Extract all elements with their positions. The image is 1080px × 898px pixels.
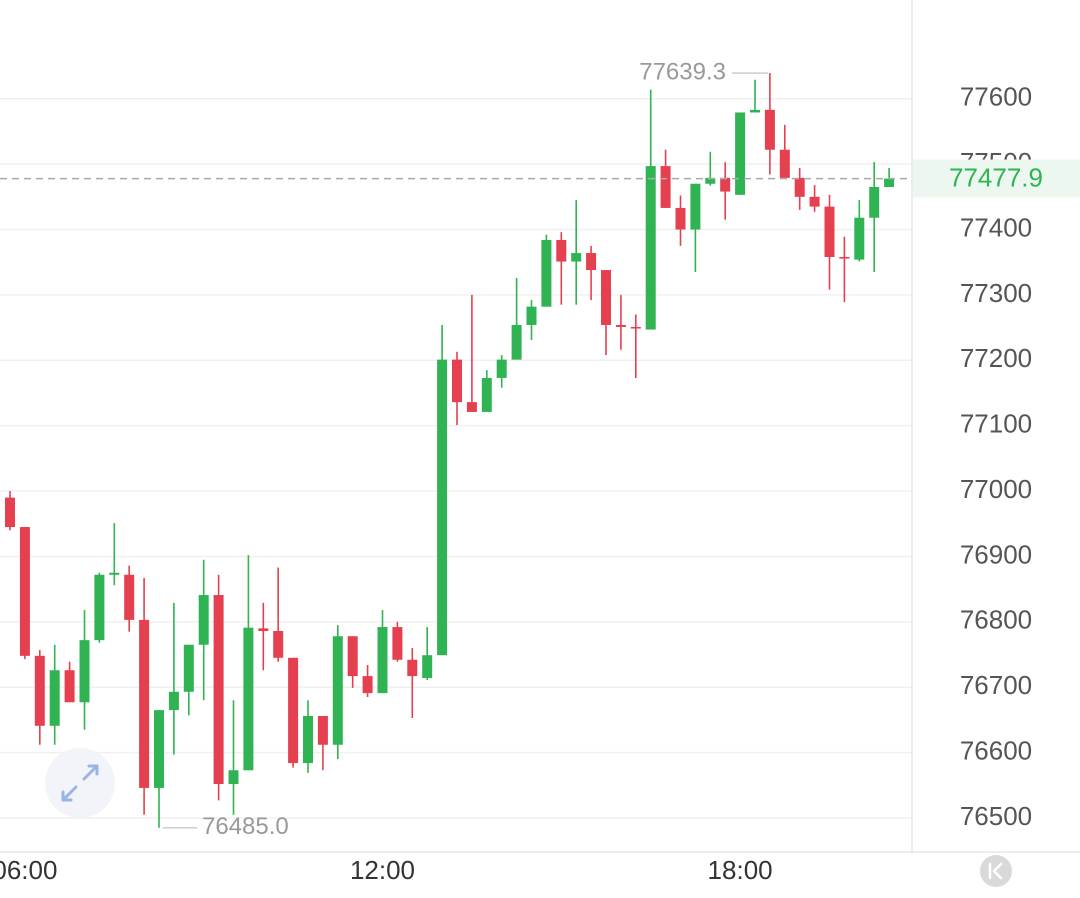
- candle-body: [79, 640, 90, 703]
- x-tick-label: 12:00: [350, 855, 415, 885]
- candle-body: [243, 627, 254, 771]
- candle-body: [228, 770, 239, 784]
- y-tick-label: 76800: [960, 605, 1032, 635]
- candle-body: [496, 359, 507, 378]
- x-tick-label: 06:00: [0, 855, 57, 885]
- candle-body: [154, 710, 164, 788]
- candle-body: [109, 572, 120, 575]
- reset-button[interactable]: [980, 855, 1012, 887]
- candle-body: [19, 527, 30, 656]
- candle-body: [362, 676, 373, 694]
- y-tick-label: 77200: [960, 343, 1032, 373]
- candle-body: [139, 619, 150, 788]
- candle-body: [437, 359, 448, 656]
- candle-body: [377, 627, 388, 694]
- candle-body: [332, 636, 343, 745]
- candle-body: [34, 655, 45, 726]
- candle-body: [720, 177, 731, 192]
- reset-icon[interactable]: [988, 862, 1003, 880]
- expand-button-bg[interactable]: [45, 748, 115, 818]
- candle-body: [94, 574, 105, 641]
- y-tick-label: 77600: [960, 82, 1032, 112]
- expand-button[interactable]: [45, 748, 115, 818]
- candle-body: [884, 178, 895, 188]
- candle-body: [660, 166, 671, 208]
- candle-body: [303, 715, 313, 764]
- candle-body: [690, 183, 701, 230]
- x-tick-label: 18:00: [708, 855, 773, 885]
- candle-body: [392, 627, 403, 660]
- candle-body: [124, 574, 135, 620]
- y-tick-label: 77300: [960, 278, 1032, 308]
- candle-body: [586, 253, 597, 271]
- expand-icon[interactable]: [61, 764, 99, 802]
- candle-body: [317, 715, 328, 745]
- candle-body: [764, 109, 775, 150]
- grid: 76500 76600 76700 76800 76900 77000 77100 77200…: [0, 82, 1032, 885]
- y-tick-label: 76500: [960, 801, 1032, 831]
- candle-body: [854, 217, 865, 260]
- candle-body: [422, 655, 433, 679]
- candle-body: [168, 691, 179, 711]
- candle-body: [645, 166, 656, 330]
- candle-body: [273, 630, 284, 658]
- candle-body: [213, 595, 224, 784]
- candle-body: [794, 177, 805, 197]
- candle-body: [481, 377, 492, 412]
- last-price-label: 77477.9: [949, 162, 1043, 192]
- y-tick-label: 76900: [960, 539, 1032, 569]
- candle-body: [556, 239, 567, 262]
- candle-body: [750, 109, 760, 113]
- candle-body: [630, 326, 641, 329]
- candle-body: [541, 239, 552, 307]
- candle-body: [735, 112, 746, 195]
- candle-body: [705, 177, 716, 184]
- candle-body: [779, 149, 790, 178]
- candle-body: [64, 670, 75, 703]
- y-tick-label: 77000: [960, 474, 1032, 504]
- candle-body: [198, 595, 209, 645]
- high-label: 77639.3: [639, 58, 726, 85]
- candle-body: [526, 306, 537, 325]
- candle-body: [809, 196, 820, 207]
- candle-body: [5, 497, 15, 528]
- y-tick-label: 77100: [960, 409, 1032, 439]
- candle-body: [347, 636, 358, 677]
- candle-body: [183, 644, 194, 692]
- candle-body: [615, 324, 626, 327]
- candles: [5, 73, 895, 828]
- overlay: 77639.3 76485.0 77477.9: [0, 58, 1080, 840]
- candle-body: [258, 628, 269, 631]
- candle-body: [869, 187, 880, 218]
- candle-body: [407, 659, 418, 677]
- reset-button-bg[interactable]: [980, 855, 1012, 887]
- candle-body: [466, 402, 477, 412]
- y-tick-label: 76700: [960, 670, 1032, 700]
- y-tick-label: 77400: [960, 212, 1032, 242]
- candle-body: [49, 670, 60, 726]
- candle-body: [288, 657, 299, 764]
- candle-body: [824, 206, 835, 257]
- candle-body: [675, 207, 686, 230]
- candle-body: [839, 256, 850, 259]
- candle-body: [452, 359, 462, 403]
- y-tick-label: 76600: [960, 735, 1032, 765]
- candle-body: [511, 324, 522, 360]
- last-price-tag: [913, 159, 1080, 198]
- candle-body: [571, 253, 582, 262]
- candle-body: [601, 270, 611, 325]
- low-label: 76485.0: [202, 813, 289, 840]
